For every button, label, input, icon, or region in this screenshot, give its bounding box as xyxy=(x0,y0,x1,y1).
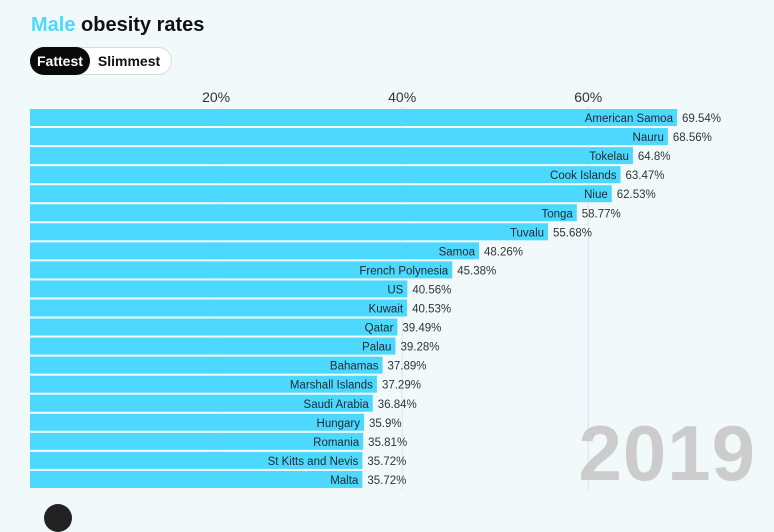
bar-value-label: 39.28% xyxy=(400,342,439,354)
bar-category-label: Samoa xyxy=(439,246,476,258)
bar-value-label: 55.68% xyxy=(553,227,592,239)
bar-category-label: Marshall Islands xyxy=(290,380,373,392)
chart-title: Male obesity rates xyxy=(31,14,204,37)
bar-row: Marshall Islands 37.29% xyxy=(30,375,421,393)
title-rest: obesity rates xyxy=(81,14,205,36)
bar-row: St Kitts and Nevis 35.72% xyxy=(30,451,406,469)
bar xyxy=(30,128,668,146)
bar-value-label: 35.72% xyxy=(367,456,406,468)
bar-row: Tuvalu 55.68% xyxy=(30,223,592,241)
bar xyxy=(30,261,453,279)
bar-category-label: French Polynesia xyxy=(359,265,448,277)
bar-value-label: 63.47% xyxy=(626,170,665,182)
bar-row: French Polynesia 45.38% xyxy=(30,261,496,279)
bar-value-label: 36.84% xyxy=(378,399,417,411)
bar-value-label: 58.77% xyxy=(582,208,621,220)
x-tick-label: 20% xyxy=(202,89,230,105)
bar xyxy=(30,223,549,241)
bar xyxy=(30,185,612,203)
bar-category-label: Bahamas xyxy=(330,361,379,373)
bar-row: Tonga 58.77% xyxy=(30,204,621,222)
ticks-layer: 20% 40% 60% xyxy=(202,89,602,105)
play-button[interactable] xyxy=(44,504,72,532)
bar xyxy=(30,166,621,184)
bar xyxy=(30,204,577,222)
bar-row: Nauru 68.56% xyxy=(30,128,712,146)
bar-value-label: 35.72% xyxy=(367,475,406,487)
bar-category-label: Qatar xyxy=(365,323,394,335)
bar-row: US 40.56% xyxy=(30,280,451,298)
bar-value-label: 37.29% xyxy=(382,380,421,392)
bar-row: Saudi Arabia 36.84% xyxy=(30,394,417,412)
bar-value-label: 40.56% xyxy=(412,284,451,296)
bar-row: Qatar 39.49% xyxy=(30,318,441,336)
bar-row: American Samoa 69.54% xyxy=(30,109,721,126)
bar-category-label: Tokelau xyxy=(589,151,629,163)
bar-value-label: 40.53% xyxy=(412,304,451,316)
bar xyxy=(30,451,363,469)
x-tick-label: 40% xyxy=(388,89,416,105)
bar-value-label: 37.89% xyxy=(388,361,427,373)
bar-value-label: 68.56% xyxy=(673,132,712,144)
bar-category-label: Niue xyxy=(584,189,608,201)
slimmest-button[interactable]: Slimmest xyxy=(97,53,161,69)
bar xyxy=(30,394,373,412)
bar xyxy=(30,413,365,431)
bar-value-label: 39.49% xyxy=(402,323,441,335)
bar-chart: American Samoa 69.54% Nauru 68.56% Tokelau 64… xyxy=(30,89,721,490)
bar xyxy=(30,432,364,450)
bar-row: Romania 35.81% xyxy=(30,432,407,450)
year-label: 2019 xyxy=(578,409,756,497)
bar-row: Malta 35.72% xyxy=(30,470,406,488)
bar xyxy=(30,318,398,336)
bar-category-label: Nauru xyxy=(633,132,664,144)
bar-category-label: Cook Islands xyxy=(550,170,617,182)
bar-value-label: 48.26% xyxy=(484,246,523,258)
fattest-button[interactable]: Fattest xyxy=(30,47,90,75)
bar-category-label: Kuwait xyxy=(369,304,404,316)
sort-toggle: Fattest Slimmest xyxy=(30,47,172,75)
bar-category-label: Tonga xyxy=(541,208,573,220)
bar xyxy=(30,356,383,374)
bar-value-label: 35.81% xyxy=(368,437,407,449)
bar-category-label: Palau xyxy=(362,342,391,354)
bar xyxy=(30,375,377,393)
bar-category-label: American Samoa xyxy=(585,113,674,125)
bar-value-label: 62.53% xyxy=(617,189,656,201)
bars-layer: American Samoa 69.54% Nauru 68.56% Tokelau 64… xyxy=(30,109,721,488)
bar-row: Bahamas 37.89% xyxy=(30,356,427,374)
bar-row: Palau 39.28% xyxy=(30,337,439,355)
bar-row: Cook Islands 63.47% xyxy=(30,166,665,184)
bar xyxy=(30,280,408,298)
bar-row: Kuwait 40.53% xyxy=(30,299,451,317)
bar-category-label: St Kitts and Nevis xyxy=(268,456,359,468)
title-accent: Male xyxy=(31,14,76,36)
bar xyxy=(30,109,677,126)
bar-value-label: 64.8% xyxy=(638,151,671,163)
bar xyxy=(30,299,408,317)
grid-layer xyxy=(215,107,589,490)
bar-row: Niue 62.53% xyxy=(30,185,656,203)
bar-category-label: US xyxy=(387,284,403,296)
bar-value-label: 45.38% xyxy=(457,265,496,277)
bar-row: Hungary 35.9% xyxy=(30,413,402,431)
bar xyxy=(30,470,363,488)
bar-value-label: 69.54% xyxy=(682,113,721,125)
bar-category-label: Saudi Arabia xyxy=(304,399,370,411)
bar-row: Tokelau 64.8% xyxy=(30,147,671,165)
bar xyxy=(30,147,633,165)
bar-category-label: Malta xyxy=(330,475,359,487)
bar-row: Samoa 48.26% xyxy=(30,242,523,260)
bar-value-label: 35.9% xyxy=(369,418,402,430)
bar xyxy=(30,242,480,260)
bar-category-label: Romania xyxy=(313,437,360,449)
bar xyxy=(30,337,396,355)
bar-category-label: Tuvalu xyxy=(510,227,544,239)
x-tick-label: 60% xyxy=(574,89,602,105)
bar-category-label: Hungary xyxy=(317,418,361,430)
